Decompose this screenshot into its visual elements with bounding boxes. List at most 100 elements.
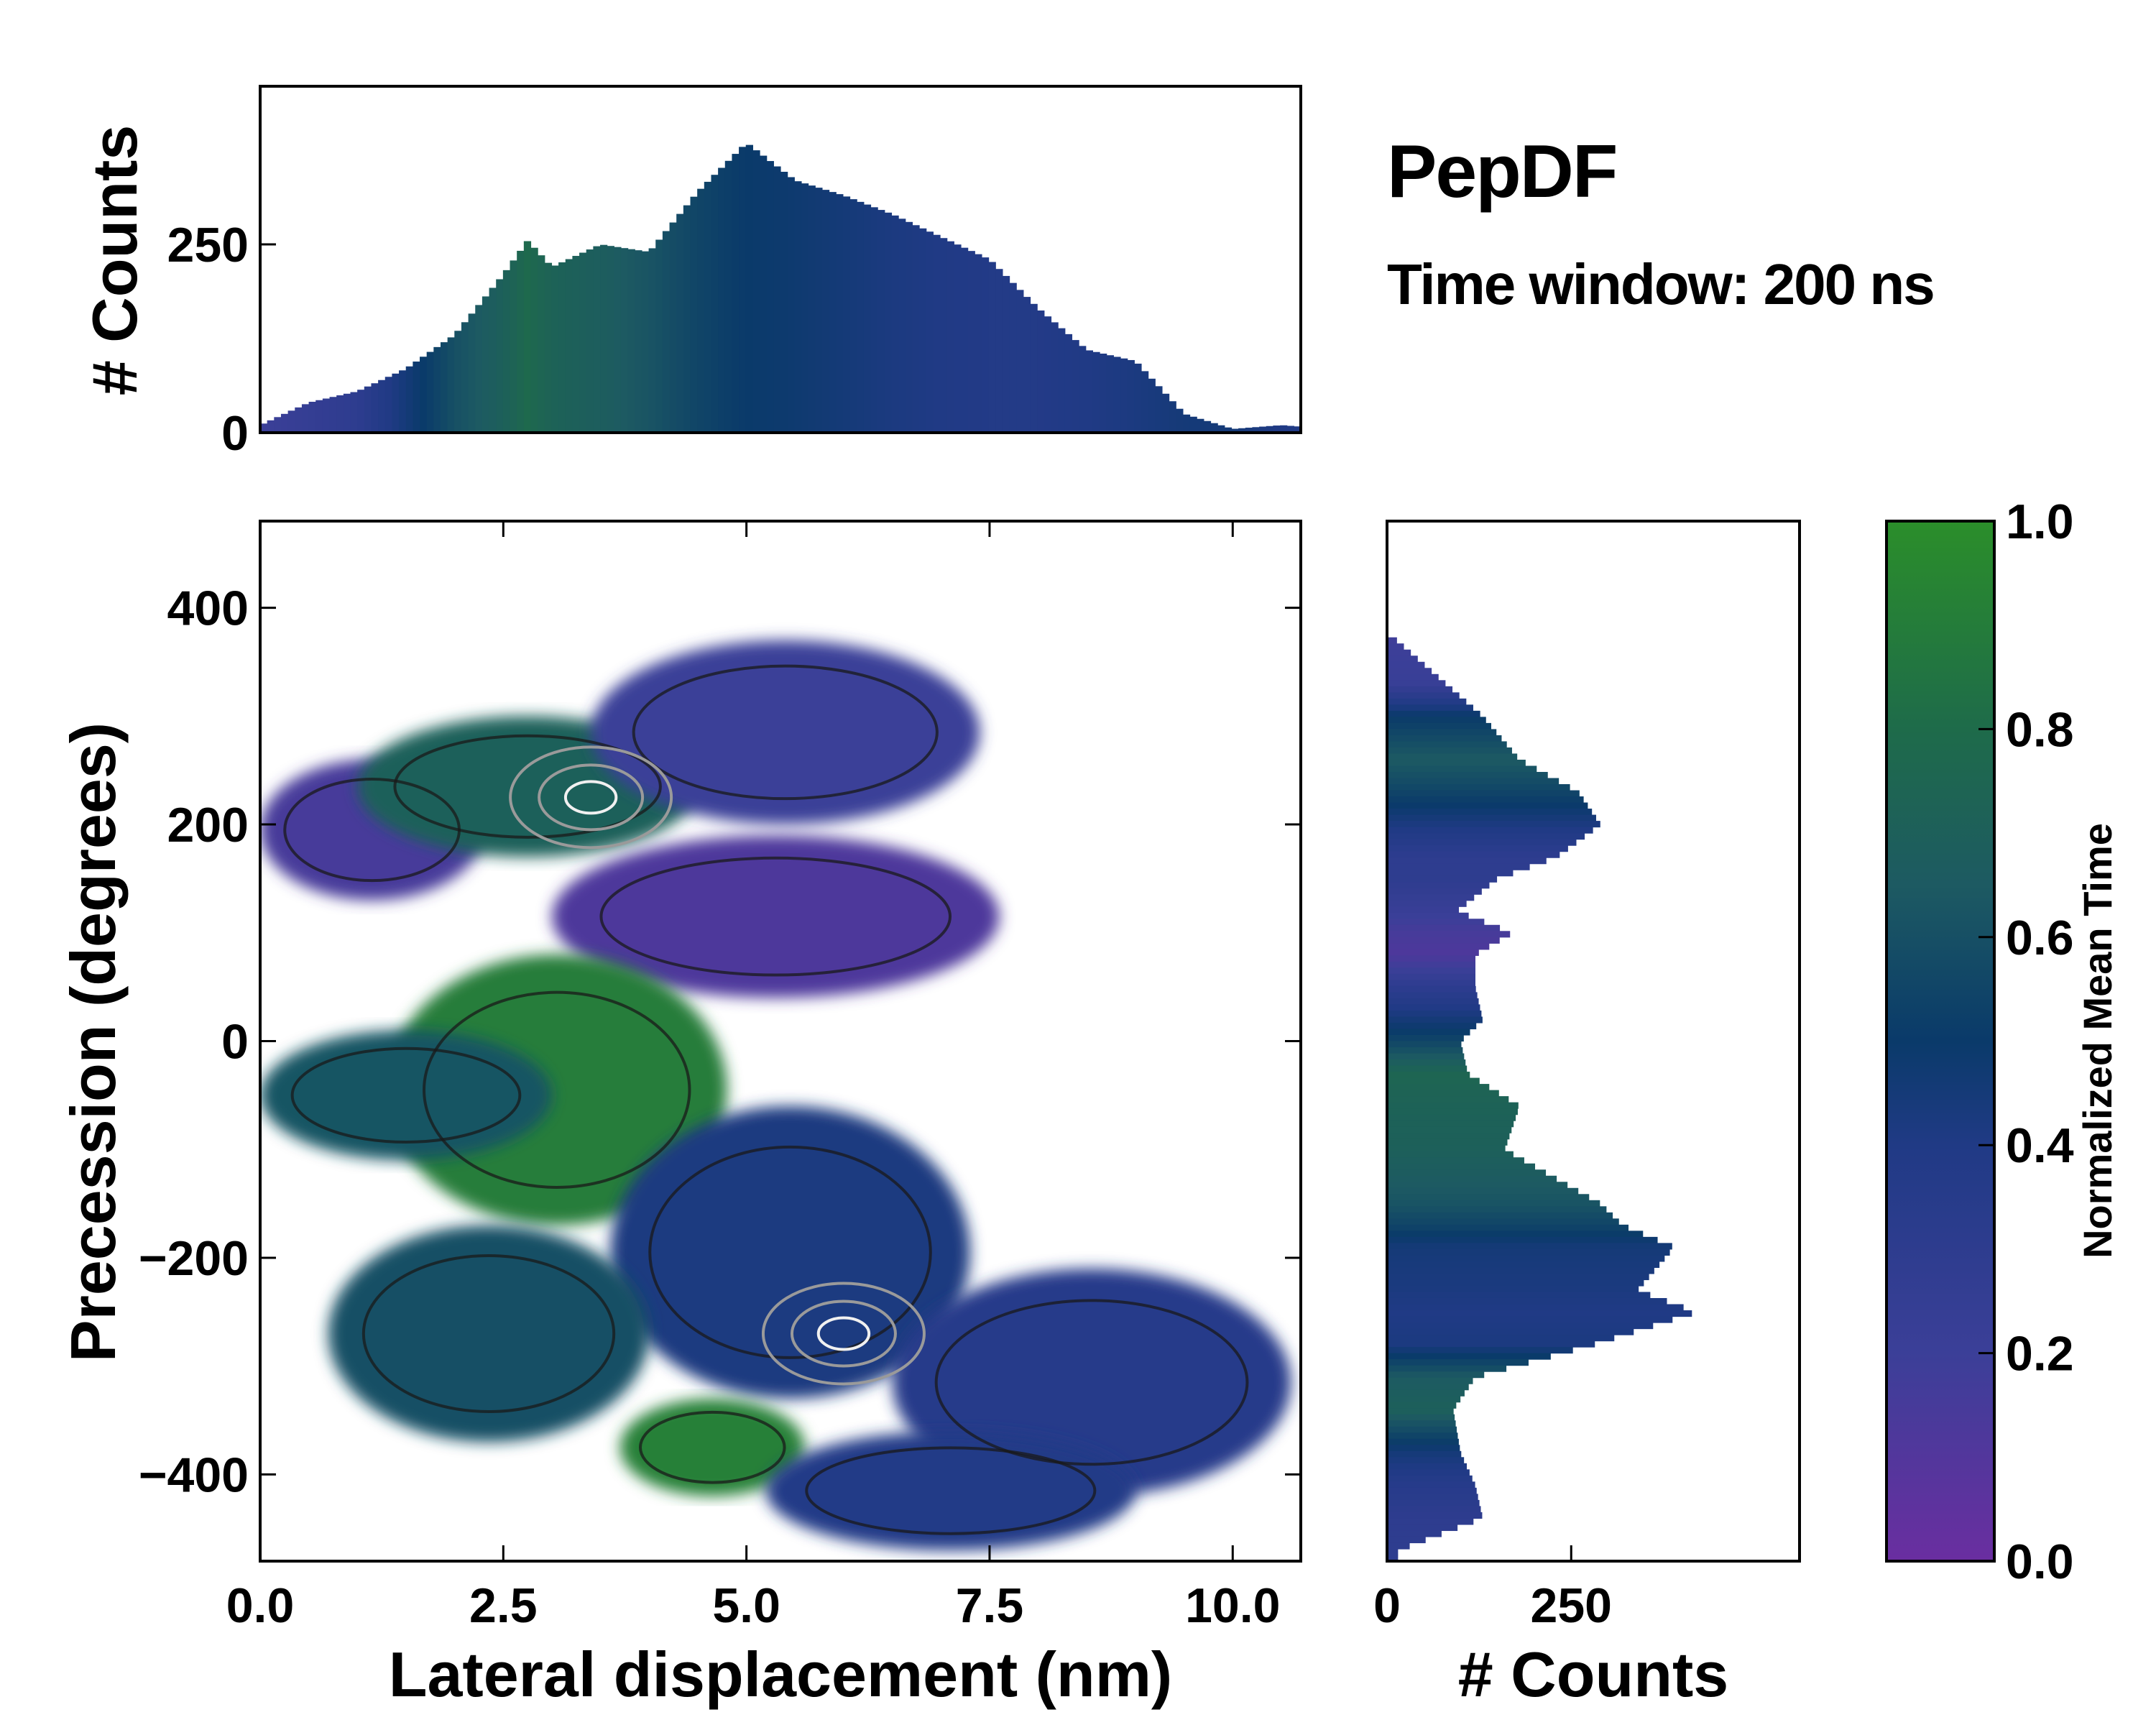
right-histogram-bar [1387, 1310, 1692, 1317]
top-histogram-bar [405, 366, 413, 433]
top-histogram-bar [870, 207, 878, 433]
right-histogram-bar [1387, 1004, 1480, 1011]
top-histogram-bar [1245, 428, 1253, 433]
top-histogram-bar [884, 212, 893, 433]
joint-ylabel: Precession (degrees) [57, 722, 129, 1362]
top-histogram-bar [544, 262, 553, 433]
joint-heatmap [260, 640, 1291, 1550]
top-histogram-bar [1016, 290, 1024, 433]
top-histogram-bar [690, 196, 698, 433]
density-contour-9 [638, 1410, 786, 1484]
right-histogram-bar [1387, 1022, 1477, 1030]
right-histogram-bar [1387, 1034, 1464, 1042]
top-histogram-bar [988, 262, 996, 433]
heatmap-region-9 [619, 1398, 805, 1496]
right-histogram-bar [1387, 1457, 1465, 1464]
top-histogram-bar [1280, 425, 1288, 433]
joint-axes: 0.0 2.5 5.0 7.5 10.0 400 200 0 −200 −400 [139, 521, 1301, 1633]
top-histogram-bar [1051, 322, 1059, 433]
right-histogram-bar [1387, 1292, 1651, 1299]
right-histogram-bar [1387, 668, 1432, 675]
right-histogram-bar [1387, 1499, 1480, 1506]
right-histogram-bars [1387, 637, 1692, 1562]
top-histogram-bar [1030, 303, 1038, 433]
right-histogram-bar [1387, 1138, 1508, 1146]
top-histogram-bar [627, 249, 635, 433]
top-histogram-axes: 0 250 [167, 218, 276, 461]
top-histogram-bar [426, 351, 434, 433]
top-histogram-bar [1106, 355, 1114, 433]
right-histogram-bar [1387, 698, 1467, 705]
right-histogram-bar [1387, 1414, 1455, 1421]
top-histogram-bar [1252, 427, 1260, 433]
heatmap-region-3 [551, 835, 1000, 998]
density-contour-6 [648, 1145, 932, 1359]
top-histogram-bar [517, 250, 525, 433]
right-histogram-bar [1387, 1450, 1462, 1458]
top-histogram-bar [1023, 297, 1031, 433]
right-histogram-bar [1387, 900, 1467, 907]
right-histogram-bar [1387, 924, 1501, 932]
right-histogram-bar [1387, 747, 1512, 755]
top-histogram-bar [357, 390, 365, 433]
top-histogram-bar [836, 194, 844, 433]
right-histogram-bar [1387, 1041, 1462, 1048]
joint-ytick-label: 0 [221, 1015, 249, 1070]
top-histogram-bar [384, 377, 393, 433]
top-histogram-bar [641, 251, 650, 433]
top-histogram-bar [1161, 393, 1170, 433]
right-histogram-bar [1387, 870, 1514, 877]
right-histogram-bar [1387, 937, 1500, 944]
right-histogram-bar [1387, 1359, 1529, 1366]
right-histogram-bar [1387, 1548, 1399, 1556]
top-histogram-bar [1259, 426, 1267, 433]
right-histogram-bar [1387, 1090, 1499, 1097]
right-histogram-bar [1387, 1512, 1483, 1519]
right-histogram-bar [1387, 661, 1425, 668]
top-histogram-bar [926, 231, 934, 433]
right-histogram-bar [1387, 1438, 1459, 1445]
top-histogram-bar [919, 228, 927, 433]
top-histogram-frame [259, 85, 1302, 434]
right-histogram-bar [1387, 949, 1479, 956]
right-histogram-bar [1387, 1463, 1468, 1470]
top-histogram-bar [842, 196, 851, 433]
right-histogram-bar [1387, 1396, 1461, 1403]
right-histogram-bar [1387, 1267, 1654, 1274]
colorbar-tick-label: 0.2 [2006, 1327, 2074, 1381]
density-contour-8 [361, 1254, 616, 1413]
top-histogram-bar [1044, 316, 1052, 433]
top-histogram-bar [420, 356, 428, 433]
top-histogram-bar [586, 249, 594, 433]
right-histogram-bar [1387, 906, 1460, 914]
right-histogram-bar [1387, 1524, 1458, 1532]
top-histogram-bar [350, 392, 358, 433]
right-histogram-bar [1387, 759, 1526, 767]
right-histogram-bar [1387, 980, 1475, 987]
right-histogram-bar [1387, 1328, 1634, 1335]
top-histogram-bar [829, 192, 837, 433]
right-histogram-bar [1387, 1102, 1519, 1109]
right-xtick-label: 250 [1531, 1578, 1612, 1633]
right-histogram-bar [1387, 827, 1593, 834]
peak-contour-0-1 [538, 763, 645, 832]
right-histogram-bar [1387, 961, 1475, 968]
top-histogram-bar [267, 420, 275, 433]
right-histogram-bar [1387, 1077, 1480, 1085]
right-histogram-bar [1387, 1248, 1670, 1256]
peak-contour-0-0 [509, 745, 673, 850]
top-histogram-bar [1217, 425, 1225, 433]
right-histogram-bar [1387, 1236, 1658, 1243]
top-histogram-bar [1009, 282, 1017, 433]
top-histogram-bar [1092, 351, 1100, 433]
top-histogram-bar [579, 252, 587, 433]
heatmap-region-6 [610, 1105, 970, 1399]
top-histogram-bar [315, 400, 323, 433]
joint-ytick-label: 400 [167, 581, 249, 636]
right-histogram-bar [1387, 1163, 1536, 1170]
right-histogram-bar [1387, 1200, 1600, 1207]
peak-contour-0-2 [563, 780, 618, 815]
top-histogram-bar [967, 251, 975, 433]
top-histogram-bar [1231, 428, 1239, 433]
